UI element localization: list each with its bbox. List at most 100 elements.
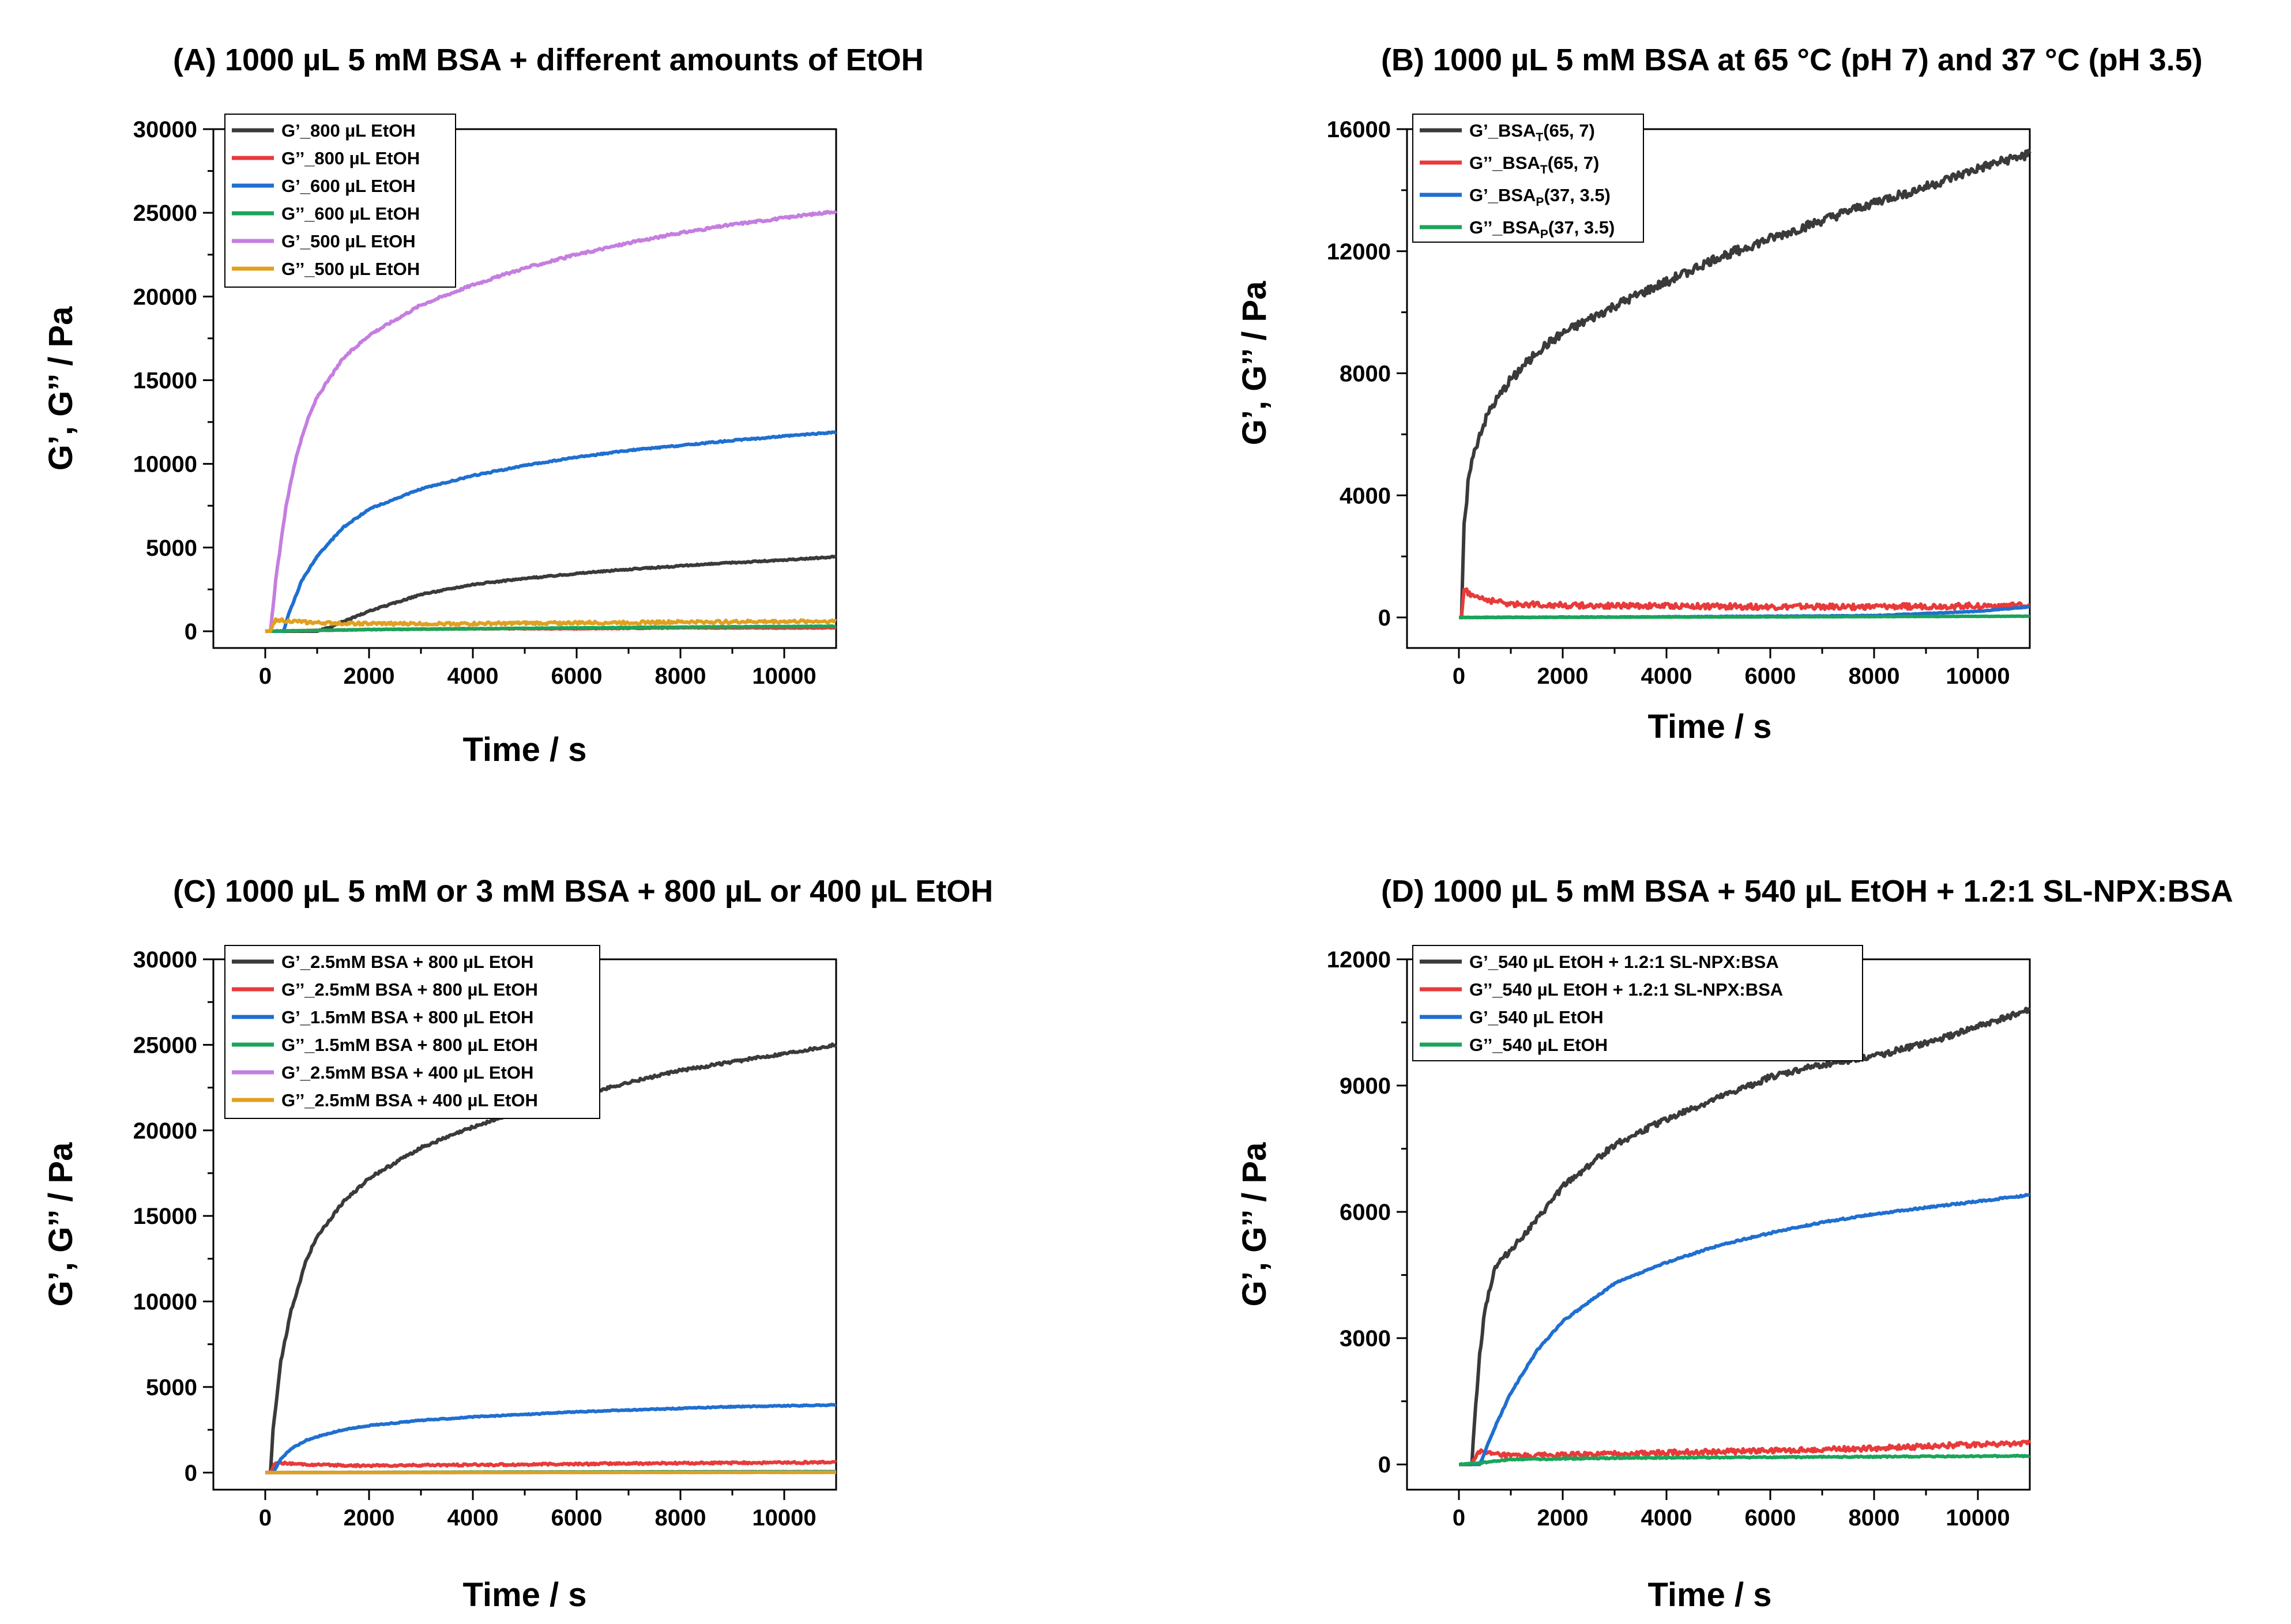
panel-c-y-axis-title: G’, G’’ / Pa xyxy=(42,1142,80,1306)
panel-d-y-tick-label: 3000 xyxy=(1340,1326,1391,1351)
panel-b-legend-label: G’_BSAT(65, 7) xyxy=(1469,120,1595,144)
panel-b-y-tick-label: 0 xyxy=(1378,605,1391,631)
panel-d-legend-label: G’_540 µL EtOH + 1.2:1 SL-NPX:BSA xyxy=(1469,952,1779,972)
panel-c-legend-label: G’_1.5mM BSA + 800 µL EtOH xyxy=(281,1007,533,1027)
panel-a-y-tick-label: 0 xyxy=(185,619,197,645)
panel-b-x-tick-label: 2000 xyxy=(1537,664,1589,689)
panel-b-x-tick-label: 0 xyxy=(1453,664,1465,689)
panel-c-y-tick-label: 15000 xyxy=(133,1204,197,1229)
panel-c-title: (C) 1000 µL 5 mM or 3 mM BSA + 800 µL or… xyxy=(173,874,993,909)
panel-d-x-tick-label: 0 xyxy=(1453,1505,1465,1531)
panel-a-legend: G’_800 µL EtOH G’’_800 µL EtOH G’_600 µL… xyxy=(224,114,456,288)
panel-d-y-axis-title: G’, G’’ / Pa xyxy=(1236,1142,1273,1306)
panel-d-legend-label: G’’_540 µL EtOH + 1.2:1 SL-NPX:BSA xyxy=(1469,979,1783,1000)
panel-b-legend-label: G’’_BSAT(65, 7) xyxy=(1469,153,1599,176)
panel-c-legend: G’_2.5mM BSA + 800 µL EtOH G’’_2.5mM BSA… xyxy=(224,945,600,1119)
panel-a-legend-label: G’’_800 µL EtOH xyxy=(281,148,420,168)
panel-a-series-line xyxy=(265,555,837,633)
panel-c-legend-label: G’’_1.5mM BSA + 800 µL EtOH xyxy=(281,1035,538,1055)
panel-a-x-tick-label: 10000 xyxy=(752,664,816,689)
panel-d-legend: G’_540 µL EtOH + 1.2:1 SL-NPX:BSA G’’_54… xyxy=(1412,945,1863,1061)
panel-a-y-tick-labels: 0 5000 10000 15000 20000 25000 30000 xyxy=(133,117,197,645)
panel-a-title: (A) 1000 µL 5 mM BSA + different amounts… xyxy=(173,43,924,77)
panel-b-y-axis-title: G’, G’’ / Pa xyxy=(1236,281,1273,445)
panel-a-y-tick-label: 25000 xyxy=(133,201,197,226)
panel-b-legend-box xyxy=(1412,114,1644,243)
panel-b-legend-label: G’_BSAP(37, 3.5) xyxy=(1469,185,1611,209)
panel-c-legend-label: G’’_2.5mM BSA + 400 µL EtOH xyxy=(281,1090,538,1110)
panel-d-x-tick-label: 4000 xyxy=(1641,1505,1692,1531)
panel-c-series-line xyxy=(265,1403,837,1475)
panel-a-series-lines xyxy=(265,209,837,634)
panel-b: (B) 1000 µL 5 mM BSA at 65 °C (pH 7) and… xyxy=(1236,43,2203,745)
panel-d-series-line xyxy=(1458,1453,2030,1467)
panel-d-x-tick-label: 6000 xyxy=(1745,1505,1796,1531)
panel-b-title: (B) 1000 µL 5 mM BSA at 65 °C (pH 7) and… xyxy=(1381,43,2203,77)
panel-a-x-tick-label: 6000 xyxy=(551,664,603,689)
panel-c-y-tick-label: 30000 xyxy=(133,947,197,973)
panel-b-legend-label-main: G’’_BSA xyxy=(1469,153,1540,173)
panel-c-y-tick-label: 20000 xyxy=(133,1118,197,1144)
panel-d-x-tick-label: 8000 xyxy=(1849,1505,1900,1531)
panel-a-legend-label: G’_600 µL EtOH xyxy=(281,176,416,196)
panel-d-legend-label: G’_540 µL EtOH xyxy=(1469,1007,1604,1027)
panel-c-x-tick-label: 10000 xyxy=(752,1505,816,1531)
panel-d-axis-ticks xyxy=(1397,958,1979,1500)
panel-c-x-tick-label: 0 xyxy=(259,1505,272,1531)
panel-b-legend-label-sub: T xyxy=(1540,163,1548,176)
panel-c-x-tick-label: 2000 xyxy=(344,1505,395,1531)
panel-a-y-tick-label: 30000 xyxy=(133,117,197,142)
panel-c-x-tick-labels: 0 2000 4000 6000 8000 10000 xyxy=(259,1505,817,1531)
panel-b-series-line xyxy=(1458,614,2030,620)
panel-c-axis-ticks xyxy=(203,958,785,1500)
panel-c-legend-label: G’_2.5mM BSA + 800 µL EtOH xyxy=(281,952,533,972)
panel-b-x-tick-label: 8000 xyxy=(1849,664,1900,689)
panel-d-series-lines xyxy=(1458,1007,2032,1467)
panel-d-title: (D) 1000 µL 5 mM BSA + 540 µL EtOH + 1.2… xyxy=(1381,874,2233,909)
panel-a-legend-box xyxy=(224,114,456,288)
panel-d-y-tick-labels: 0 3000 6000 9000 12000 xyxy=(1327,947,1391,1478)
panel-c-series-line xyxy=(265,1470,837,1475)
panel-b-y-tick-labels: 0 4000 8000 12000 16000 xyxy=(1327,117,1391,631)
panel-b-legend-label-sub: T xyxy=(1536,131,1543,144)
panel-c-y-tick-label: 0 xyxy=(185,1460,197,1486)
panel-a-y-axis-title: G’, G’’ / Pa xyxy=(42,306,80,470)
panel-b-series-line xyxy=(1458,587,2030,620)
panel-a-x-axis-title: Time / s xyxy=(463,731,587,768)
panel-d-y-tick-label: 9000 xyxy=(1340,1073,1391,1099)
panel-c-y-tick-label: 10000 xyxy=(133,1290,197,1315)
panel-b-y-tick-label: 8000 xyxy=(1340,361,1391,387)
panel-a-y-tick-label: 5000 xyxy=(146,536,197,561)
panel-d: (D) 1000 µL 5 mM BSA + 540 µL EtOH + 1.2… xyxy=(1236,874,2233,1614)
panel-b-legend-label-suffix: (37, 3.5) xyxy=(1548,217,1615,238)
panel-c-legend-label: G’’_2.5mM BSA + 800 µL EtOH xyxy=(281,979,538,1000)
panel-a: (A) 1000 µL 5 mM BSA + different amounts… xyxy=(42,43,924,768)
panel-b-legend-label-suffix: (37, 3.5) xyxy=(1544,185,1610,205)
panel-c-legend-label: G’_2.5mM BSA + 400 µL EtOH xyxy=(281,1062,533,1083)
panel-b-legend-label-sub: P xyxy=(1536,195,1544,209)
panel-d-x-tick-labels: 0 2000 4000 6000 8000 10000 xyxy=(1453,1505,2010,1531)
panel-d-series-line xyxy=(1458,1439,2032,1467)
panel-b-legend-label-suffix: (65, 7) xyxy=(1543,120,1595,141)
panel-a-y-tick-label: 20000 xyxy=(133,284,197,310)
panel-c: (C) 1000 µL 5 mM or 3 mM BSA + 800 µL or… xyxy=(42,874,993,1614)
panel-a-legend-label: G’_500 µL EtOH xyxy=(281,231,416,251)
panel-a-x-tick-label: 8000 xyxy=(655,664,706,689)
panel-b-legend-label: G’’_BSAP(37, 3.5) xyxy=(1469,217,1615,241)
panel-d-y-tick-label: 0 xyxy=(1378,1452,1391,1478)
panel-d-series-line xyxy=(1458,1193,2030,1467)
panel-b-x-axis-title: Time / s xyxy=(1648,708,1772,745)
panel-a-series-line xyxy=(265,209,837,633)
panel-a-axis-ticks xyxy=(203,128,785,658)
panel-b-series-line xyxy=(1458,148,2032,620)
panel-b-legend-label-sub: P xyxy=(1540,228,1548,241)
panel-d-x-tick-label: 2000 xyxy=(1537,1505,1589,1531)
panel-b-x-tick-label: 10000 xyxy=(1946,664,2010,689)
panel-c-y-tick-label: 25000 xyxy=(133,1033,197,1058)
panel-b-x-tick-label: 4000 xyxy=(1641,664,1692,689)
panel-a-series-line xyxy=(265,617,837,633)
panel-c-series-line xyxy=(265,1460,837,1475)
panel-c-y-tick-label: 5000 xyxy=(146,1375,197,1400)
panel-c-x-axis-title: Time / s xyxy=(463,1576,587,1614)
